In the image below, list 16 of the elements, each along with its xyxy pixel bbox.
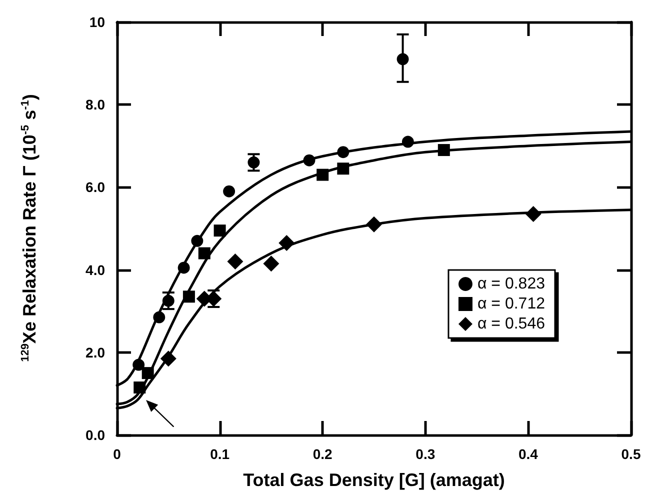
y-tick-label: 8.0: [86, 96, 106, 113]
legend-label: α = 0.712: [477, 296, 546, 312]
y-tick-label: 10: [89, 14, 106, 30]
x-tick-label: 0.4: [518, 446, 538, 462]
x-tick-label: 0: [113, 446, 122, 462]
y-tick-label: 2.0: [86, 344, 106, 360]
y-tick-label: 4.0: [86, 262, 106, 278]
legend-label: α = 0.546: [477, 316, 546, 332]
x-axis-title: Total Gas Density [G] (amagat): [243, 470, 505, 490]
x-tick-label: 0.3: [416, 446, 436, 462]
y-tick-label: 6.0: [86, 179, 106, 196]
legend-label: α = 0.823: [477, 276, 546, 292]
x-tick-label: 0.5: [621, 446, 641, 462]
x-tick-label: 0.1: [210, 446, 230, 462]
x-tick-label: 0.2: [312, 446, 333, 462]
y-tick-label: 0.0: [86, 427, 106, 443]
